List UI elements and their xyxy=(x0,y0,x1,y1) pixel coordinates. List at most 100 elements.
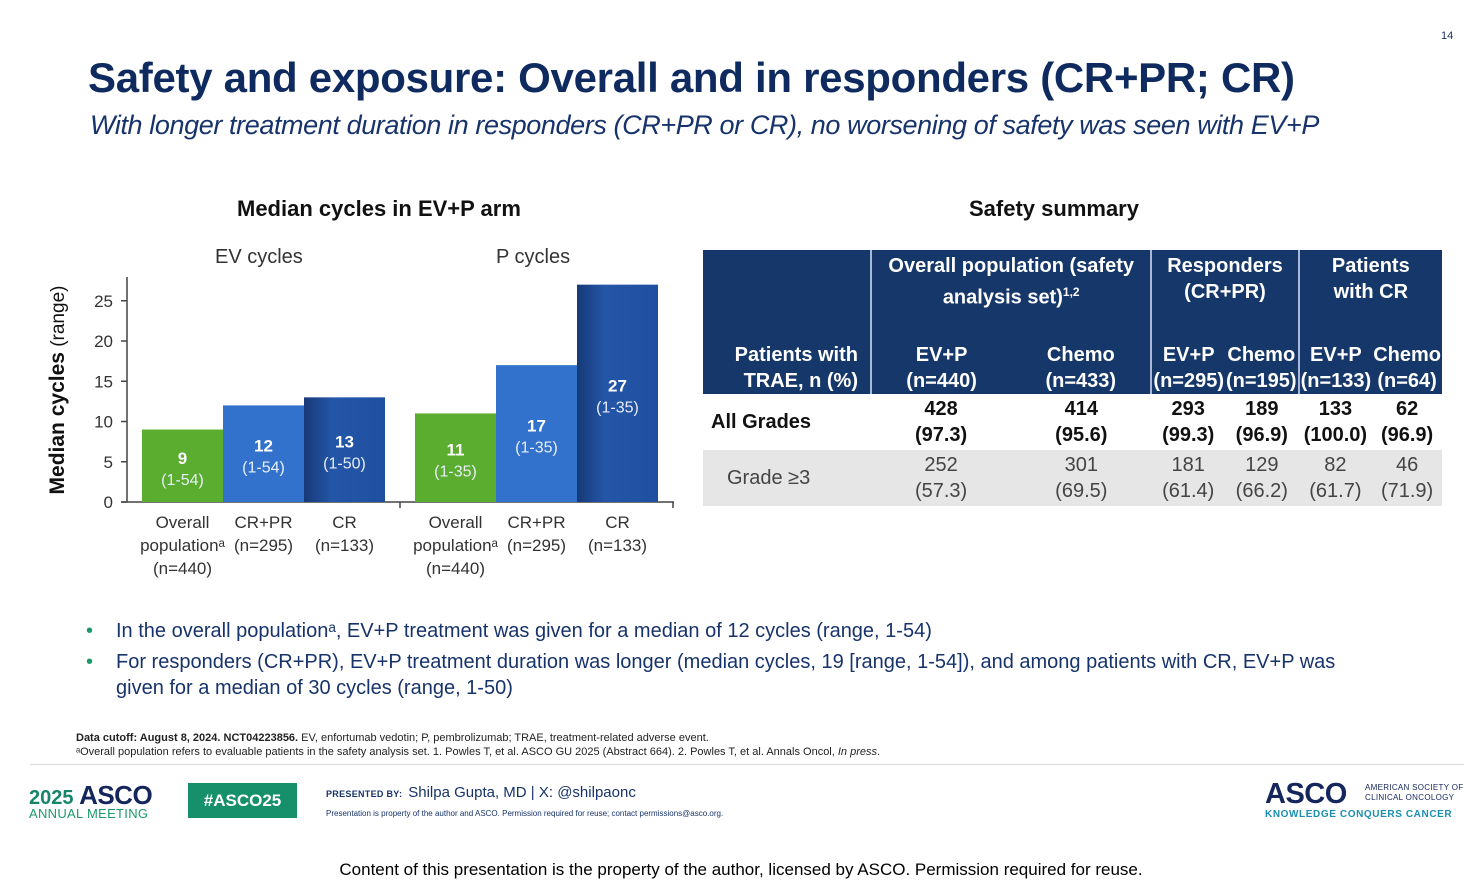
x-category-label: CR xyxy=(332,513,357,532)
y-axis-label: Median cycles (range) xyxy=(46,286,69,495)
meeting-logo-subtitle: ANNUAL MEETING xyxy=(29,806,149,821)
bar-range-label: (1-35) xyxy=(596,399,639,416)
page-number: 14 xyxy=(1441,30,1454,42)
column-arm: EV+P xyxy=(1310,344,1362,366)
x-category-label: CR+PR xyxy=(234,513,292,532)
cell-count: 133 xyxy=(1318,398,1353,420)
cell-count: 189 xyxy=(1245,398,1279,420)
copyright-notice: Content of this presentation is the prop… xyxy=(339,860,1143,879)
bar-value-label: 13 xyxy=(335,433,354,452)
footnote-line-2: ᵃOverall population refers to evaluable … xyxy=(76,746,881,758)
group-header-cr: Patients with CR xyxy=(1297,250,1442,340)
cell-count: 62 xyxy=(1395,398,1419,420)
bullet-dot-icon: • xyxy=(86,651,94,673)
cell-percent: (95.6) xyxy=(1055,424,1108,446)
column-n: (n=195) xyxy=(1226,370,1297,392)
asco-logo: ASCO xyxy=(1265,778,1347,810)
x-category-label: Overall xyxy=(156,513,210,532)
bar-p-cr xyxy=(577,284,658,502)
bullet-dot-icon: • xyxy=(86,620,94,642)
cell-percent: (61.4) xyxy=(1162,480,1215,502)
panel-title-p: P cycles xyxy=(496,246,571,268)
cell-percent: (66.2) xyxy=(1235,480,1288,502)
column-n: (n=64) xyxy=(1377,370,1437,392)
bar-range-label: (1-54) xyxy=(242,460,285,477)
column-arm: Chemo xyxy=(1227,344,1296,366)
bar-ev-overall xyxy=(142,429,223,502)
x-category-label: Overall xyxy=(429,513,483,532)
bar-value-label: 17 xyxy=(527,417,546,436)
row-label: Grade ≥3 xyxy=(727,467,811,489)
table-row: All Grades 428 (97.3) 414 (95.6) 293 (99.3) 189… xyxy=(703,394,1442,450)
cell-count: 181 xyxy=(1171,454,1205,476)
bullet-item: • For responders (CR+PR), EV+P treatment … xyxy=(86,651,1336,699)
column-arm: EV+P xyxy=(1162,344,1215,366)
cell-percent: (57.3) xyxy=(914,480,968,502)
x-category-label: populationᵃ xyxy=(413,536,498,555)
bar-ev-crpr xyxy=(223,405,304,502)
cell-percent: (61.7) xyxy=(1309,480,1362,502)
x-category-label: (n=295) xyxy=(234,536,293,555)
table-cell: 293 (99.3) xyxy=(1151,394,1225,450)
table-row: Grade ≥3 252 (57.3) 301 (69.5) 181 (61.4) 129 (6… xyxy=(703,450,1442,506)
y-tick-label: 20 xyxy=(94,332,113,351)
hashtag-badge: #ASCO25 xyxy=(188,783,297,818)
asco-society-name: AMERICAN SOCIETY OF CLINICAL ONCOLOGY xyxy=(1365,783,1464,802)
cell-percent: (100.0) xyxy=(1303,424,1368,446)
group-header-overall: Overall population (safety analysis set)… xyxy=(869,250,1152,340)
bar-value-label: 27 xyxy=(608,376,627,395)
bar-value-label: 11 xyxy=(447,441,465,460)
y-tick-label: 15 xyxy=(94,372,113,391)
column-header: Chemo (n=433) xyxy=(1011,340,1152,394)
x-category-label: (n=133) xyxy=(588,536,647,555)
table-cell: 129 (66.2) xyxy=(1225,450,1299,506)
x-category-label: CR+PR xyxy=(507,513,565,532)
bar-value-label: 12 xyxy=(254,437,273,456)
cell-count: 82 xyxy=(1324,454,1347,476)
row-label: All Grades xyxy=(711,411,812,433)
column-header: Chemo (n=195) xyxy=(1225,340,1299,394)
bar-range-label: (1-35) xyxy=(434,464,477,481)
median-cycles-chart: 0 5 10 15 20 25 Median cycles (range) 9 (1-54) Ov… xyxy=(46,277,674,578)
table-cell: 181 (61.4) xyxy=(1151,450,1225,506)
table-cell: 62 (96.9) xyxy=(1372,394,1442,450)
table-cell: 189 (96.9) xyxy=(1225,394,1299,450)
bar-value-label: 9 xyxy=(178,449,187,468)
x-category-label: (n=295) xyxy=(507,536,566,555)
bar-p-overall xyxy=(415,413,496,502)
bar-range-label: (1-35) xyxy=(515,440,558,457)
presentation-note: Presentation is property of the author a… xyxy=(326,809,724,818)
footer-divider xyxy=(30,764,1464,765)
y-tick-label: 25 xyxy=(94,292,113,311)
cell-percent: (69.5) xyxy=(1055,480,1108,502)
table-title: Safety summary xyxy=(969,196,1139,221)
column-n: (n=440) xyxy=(906,370,977,392)
footnote-line-1: Data cutoff: August 8, 2024. NCT04223856… xyxy=(76,732,709,744)
column-n: (n=133) xyxy=(1300,370,1372,392)
bullet-item: • In the overall populationᵃ, EV+P treatm… xyxy=(86,620,932,642)
table-cell: 82 (61.7) xyxy=(1299,450,1373,506)
y-tick-label: 0 xyxy=(104,493,113,512)
table-cell: 301 (69.5) xyxy=(1011,450,1151,506)
x-category-label: populationᵃ xyxy=(140,536,225,555)
cell-count: 301 xyxy=(1064,454,1098,476)
table-cell: 133 (100.0) xyxy=(1299,394,1373,450)
cell-count: 293 xyxy=(1171,398,1205,420)
bar-range-label: (1-50) xyxy=(323,456,366,473)
cell-percent: (96.9) xyxy=(1380,424,1434,446)
row-header: Patients with TRAE, n (%) xyxy=(703,250,871,394)
table-cell: 428 (97.3) xyxy=(871,394,1011,450)
column-header: EV+P (n=440) xyxy=(869,340,1012,394)
column-arm: Chemo xyxy=(1046,344,1115,366)
table-cell: 46 (71.9) xyxy=(1372,450,1442,506)
bar-p-crpr xyxy=(496,365,577,502)
slide-subtitle: With longer treatment duration in respon… xyxy=(90,110,1319,140)
cell-count: 46 xyxy=(1395,454,1419,476)
table-cell: 414 (95.6) xyxy=(1011,394,1151,450)
key-points-list: • In the overall populationᵃ, EV+P treatm… xyxy=(86,618,1386,706)
presenter-info: PRESENTED BY: Shilpa Gupta, MD | X: @shil… xyxy=(326,784,636,801)
meeting-logo: 2025 ASCO xyxy=(29,780,153,810)
x-category-label: (n=133) xyxy=(315,536,374,555)
cell-percent: (96.9) xyxy=(1235,424,1288,446)
column-n: (n=433) xyxy=(1045,370,1117,392)
